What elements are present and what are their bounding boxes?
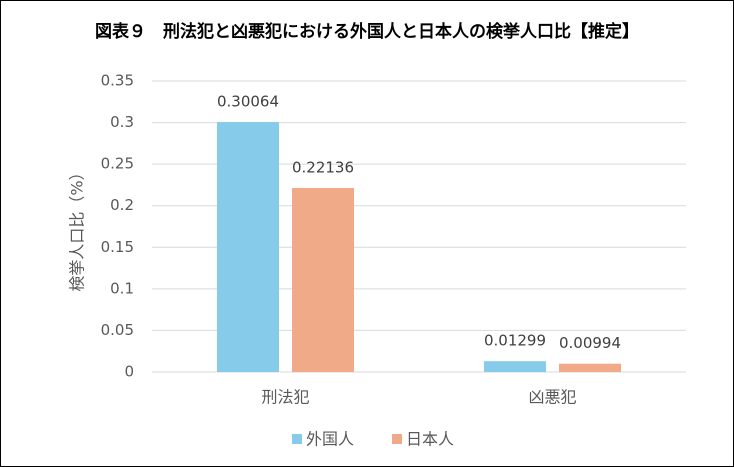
y-tick-label: 0.35 <box>101 72 134 90</box>
value-label: 0.30064 <box>217 93 279 111</box>
value-label: 0.22136 <box>292 158 354 176</box>
y-tick-label: 0.2 <box>110 196 134 214</box>
y-tick-label: 0.05 <box>101 321 134 339</box>
y-tick-label: 0.15 <box>101 238 134 256</box>
legend-swatch <box>392 434 402 444</box>
value-label: 0.00994 <box>559 334 621 352</box>
legend-label: 外国人 <box>306 430 354 449</box>
x-tick-label: 刑法犯 <box>261 388 309 407</box>
bar <box>217 122 279 373</box>
y-tick-label: 0.1 <box>110 279 134 297</box>
bar <box>559 363 621 372</box>
bar <box>484 361 546 372</box>
y-tick-label: 0.25 <box>101 155 134 173</box>
chart-title: 図表９ 刑法犯と凶悪犯における外国人と日本人の検挙人口比【推定】 <box>95 21 639 42</box>
legend-swatch <box>292 434 302 444</box>
legend-label: 日本人 <box>406 430 454 449</box>
value-label: 0.01299 <box>484 332 546 350</box>
y-tick-label: 0 <box>124 363 134 381</box>
y-axis-title: 検挙人口比（%） <box>68 164 87 291</box>
y-tick-label: 0.3 <box>110 113 134 131</box>
bar <box>292 187 354 372</box>
x-tick-label: 凶悪犯 <box>528 388 576 407</box>
